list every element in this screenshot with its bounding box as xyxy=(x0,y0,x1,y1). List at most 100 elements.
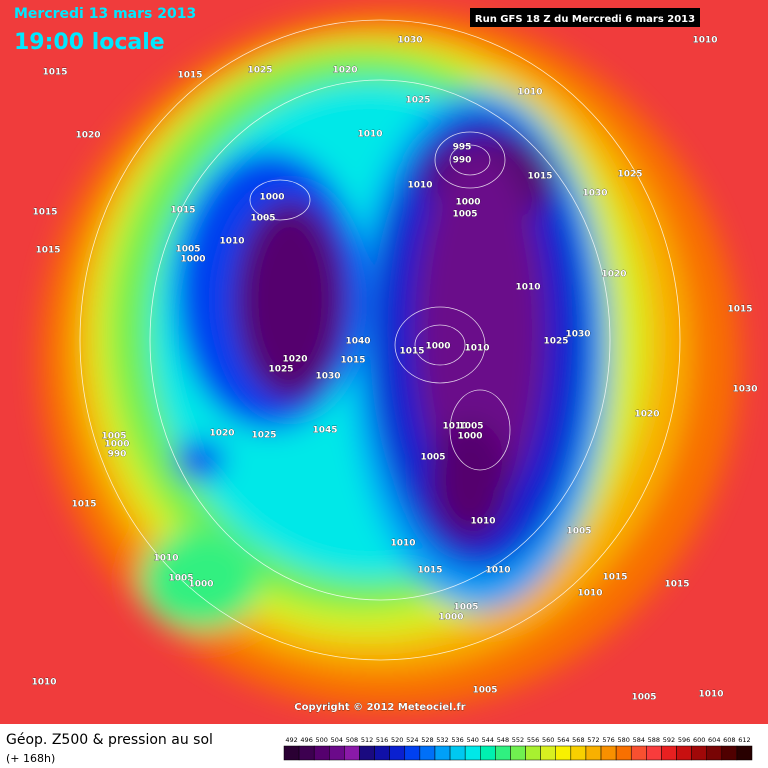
scale-label: 544 xyxy=(482,736,494,744)
scale-swatch xyxy=(313,745,330,761)
scale-swatch xyxy=(510,745,526,761)
isobar-label: 1005 xyxy=(101,432,126,442)
scale-label: 556 xyxy=(527,736,539,744)
scale-swatch xyxy=(691,745,707,761)
scale-label: 540 xyxy=(466,736,478,744)
isobar-label: 1015 xyxy=(399,347,424,357)
isobar-label: 1025 xyxy=(268,365,293,375)
isobar-label: 1010 xyxy=(577,589,602,599)
scale-label: 496 xyxy=(300,736,312,744)
scale-label: 548 xyxy=(497,736,509,744)
isobar-label: 1020 xyxy=(634,410,659,420)
isobar-label: 1000 xyxy=(104,440,129,450)
isobar-label: 1025 xyxy=(247,66,272,76)
scale-swatch xyxy=(329,745,345,761)
scale-swatch xyxy=(555,745,572,761)
scale-label: 492 xyxy=(285,736,297,744)
scale-label: 528 xyxy=(421,736,433,744)
field xyxy=(0,0,768,724)
scale-swatch xyxy=(630,745,647,761)
scale-label: 560 xyxy=(542,736,554,744)
scale-swatch xyxy=(283,745,300,761)
scale-swatch xyxy=(570,745,587,761)
isobar-label: 1010 xyxy=(485,566,510,576)
isobar-label: 1010 xyxy=(515,283,540,293)
scale-label: 536 xyxy=(451,736,463,744)
scale-label: 604 xyxy=(708,736,720,744)
scale-swatch xyxy=(495,745,511,761)
scale-label: 612 xyxy=(738,736,750,744)
scale-swatch xyxy=(434,745,451,761)
isobar-label: 1015 xyxy=(42,68,67,78)
isobar-label: 1010 xyxy=(357,130,382,140)
isobar-label: 1005 xyxy=(452,210,477,220)
isobar-label: 1005 xyxy=(168,574,193,584)
isobar-label: 1040 xyxy=(345,337,370,347)
isobar-label: 1010 xyxy=(464,344,489,354)
isobar-label: 1020 xyxy=(75,131,100,141)
run-info: Run GFS 18 Z du Mercredi 6 mars 2013 xyxy=(475,14,695,25)
scale-swatch xyxy=(464,745,481,761)
scale-label: 608 xyxy=(723,736,735,744)
footer-lead: (+ 168h) xyxy=(6,752,55,765)
isobar-label: 1010 xyxy=(153,554,178,564)
scale-swatch xyxy=(706,745,723,761)
scale-swatch xyxy=(676,745,692,761)
scale-label: 532 xyxy=(436,736,448,744)
isobar-label: 1015 xyxy=(35,246,60,256)
isobar-label: 1005 xyxy=(453,603,478,613)
isobar-label: 1030 xyxy=(565,330,590,340)
isobar-label: 1015 xyxy=(417,566,442,576)
scale-swatch xyxy=(359,745,375,761)
isobar-label: 1030 xyxy=(315,372,340,382)
scale-label: 500 xyxy=(316,736,328,744)
isobar-label: 990 xyxy=(453,156,472,166)
isobar-label: 1025 xyxy=(405,96,430,106)
isobar-label: 1010 xyxy=(219,237,244,247)
scale-swatch xyxy=(600,745,617,761)
isobar-label: 1015 xyxy=(71,500,96,510)
isobar-label: 1015 xyxy=(170,206,195,216)
isobar-label: 1025 xyxy=(543,337,568,347)
date: Mercredi 13 mars 2013 xyxy=(14,6,196,22)
scale-label: 576 xyxy=(602,736,614,744)
scale-swatch xyxy=(419,745,436,761)
isobar-label: 1015 xyxy=(340,356,365,366)
scale-label: 508 xyxy=(346,736,358,744)
scale-swatch xyxy=(480,745,496,761)
isobar-label: 1045 xyxy=(312,426,337,436)
scale-swatch xyxy=(721,745,738,761)
scale-swatch xyxy=(585,745,602,761)
isobar-label: 1000 xyxy=(457,432,482,442)
isobar-label: 1010 xyxy=(698,690,723,700)
scale-label: 552 xyxy=(512,736,524,744)
scale-swatch xyxy=(374,745,390,761)
scale-label: 504 xyxy=(331,736,343,744)
isobar-label: 1005 xyxy=(458,422,483,432)
isobar-label: 1020 xyxy=(209,429,234,439)
scale-label: 600 xyxy=(693,736,705,744)
isobar-label: 1005 xyxy=(472,686,497,696)
scale-label: 564 xyxy=(557,736,569,744)
isobar-label: 1015 xyxy=(32,208,57,218)
scale-label: 596 xyxy=(678,736,690,744)
scale-label: 568 xyxy=(572,736,584,744)
isobar-label: 1005 xyxy=(175,245,200,255)
isobar-label: 1010 xyxy=(517,88,542,98)
scale-swatch xyxy=(525,745,541,761)
isobar-label: 1000 xyxy=(259,193,284,203)
isobar-label: 1000 xyxy=(180,255,205,265)
isobar-label: 1015 xyxy=(177,71,202,81)
isobar-label: 1020 xyxy=(601,270,626,280)
isobar-label: 1015 xyxy=(602,573,627,583)
isobar-label: 1020 xyxy=(332,66,357,76)
scale-label: 572 xyxy=(587,736,599,744)
scale-label: 588 xyxy=(648,736,660,744)
scale-label: 524 xyxy=(406,736,418,744)
isobar-label: 1005 xyxy=(250,214,275,224)
scale-swatch xyxy=(404,745,421,761)
isobar-label: 995 xyxy=(453,143,472,153)
isobar-label: 1025 xyxy=(617,170,642,180)
scale-label: 584 xyxy=(633,736,645,744)
